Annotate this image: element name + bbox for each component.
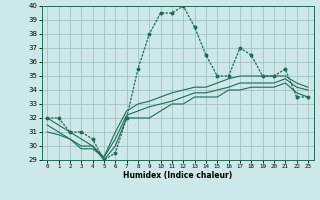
X-axis label: Humidex (Indice chaleur): Humidex (Indice chaleur)	[123, 171, 232, 180]
